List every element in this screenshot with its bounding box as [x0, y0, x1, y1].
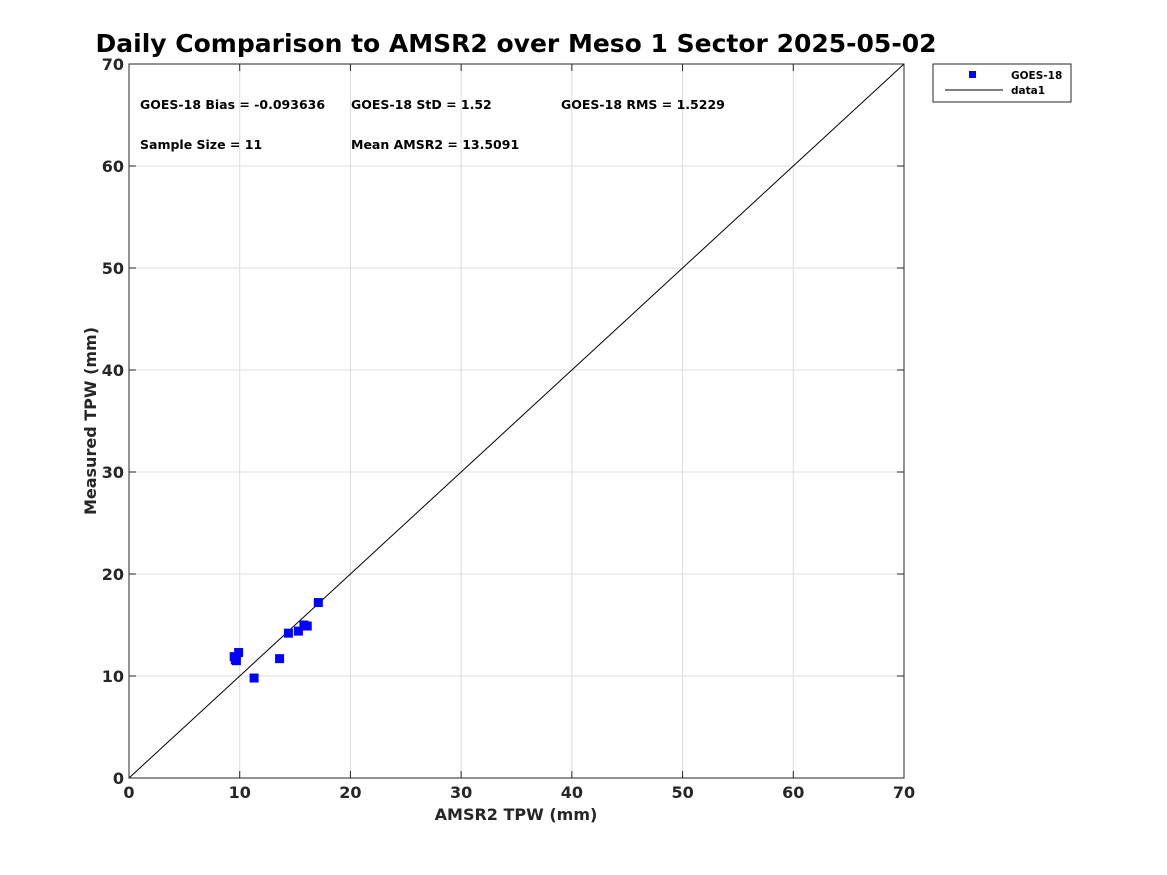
- y-axis-label: Measured TPW (mm): [81, 327, 100, 515]
- legend-label-data1: data1: [1011, 85, 1045, 97]
- annotation-stat: Mean AMSR2 = 13.5091: [351, 137, 519, 152]
- data-point-goes-18: [234, 648, 244, 658]
- data-point-goes-18: [231, 656, 241, 666]
- annotation-stat: GOES-18 RMS = 1.5229: [561, 97, 725, 112]
- data-point-goes-18: [275, 654, 285, 664]
- data-point-goes-18: [283, 628, 293, 638]
- x-tick-label: 50: [671, 783, 693, 802]
- x-tick-label: 20: [339, 783, 361, 802]
- y-tick-label: 50: [102, 259, 124, 278]
- y-tick-label: 10: [102, 667, 124, 686]
- y-tick-label: 30: [102, 463, 124, 482]
- y-tick-label: 70: [102, 55, 124, 74]
- data-point-goes-18: [313, 598, 323, 608]
- legend: GOES-18 data1: [932, 63, 1072, 103]
- legend-box: [932, 63, 1072, 103]
- data-point-goes-18: [302, 621, 312, 631]
- annotation-stat: GOES-18 StD = 1.52: [351, 97, 492, 112]
- x-tick-label: 30: [450, 783, 472, 802]
- y-tick-label: 60: [102, 157, 124, 176]
- chart-title: Daily Comparison to AMSR2 over Meso 1 Se…: [96, 29, 937, 58]
- scatter-series: [229, 598, 323, 683]
- axes-frame: [128, 63, 905, 779]
- legend-marker-goes18: [969, 71, 976, 78]
- y-axis-ticks: 0 10 20 30 40 50 60 70: [102, 55, 904, 788]
- data-point-goes-18: [249, 673, 259, 683]
- y-tick-label: 20: [102, 565, 124, 584]
- line-series: [128, 63, 905, 779]
- annotation-stat: GOES-18 Bias = -0.093636: [140, 97, 325, 112]
- x-tick-label: 40: [561, 783, 583, 802]
- y-tick-label: 0: [113, 769, 124, 788]
- x-axis-label: AMSR2 TPW (mm): [435, 805, 598, 824]
- x-axis-ticks: 0 10 20 30 40 50 60 70: [123, 64, 915, 802]
- data-point-goes-18: [293, 626, 303, 636]
- x-tick-label: 70: [893, 783, 915, 802]
- plot-area: 0 10 20 30 40 50 60 70 0 10 20 30 40 50 60 70 GOES-18 …: [102, 55, 915, 802]
- x-tick-label: 10: [229, 783, 251, 802]
- line-data1: [128, 63, 905, 779]
- x-tick-label: 60: [782, 783, 804, 802]
- x-tick-label: 0: [123, 783, 134, 802]
- stats-annotations: GOES-18 Bias = -0.093636 GOES-18 StD = 1.…: [140, 97, 725, 152]
- legend-label-goes18: GOES-18: [1011, 70, 1062, 82]
- annotation-stat: Sample Size = 11: [140, 137, 262, 152]
- y-tick-label: 40: [102, 361, 124, 380]
